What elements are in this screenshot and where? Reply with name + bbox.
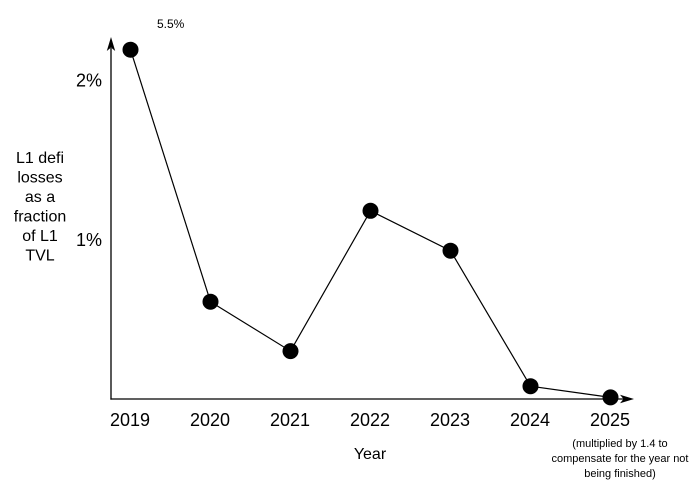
x-axis-title: Year xyxy=(354,446,387,463)
y-axis-title-line: TVL xyxy=(25,248,54,265)
data-point-2020 xyxy=(202,293,219,310)
x-axis-note-line: (multiplied by 1.4 to xyxy=(572,438,667,450)
x-axis-note-line: being finished) xyxy=(584,468,656,480)
x-axis-arrowhead-icon xyxy=(620,394,634,404)
y-axis-title: L1 defi losses as a fraction of L1 TVL xyxy=(14,150,66,265)
x-tick-label-2020: 2020 xyxy=(190,410,230,430)
y-tick-label-2pct: 2% xyxy=(76,71,102,91)
x-tick-label-2021: 2021 xyxy=(270,410,310,430)
point-annotation-2019: 5.5% xyxy=(157,17,185,31)
x-axis-note-line: compensate for the year not xyxy=(552,453,689,465)
y-axis-title-line: as a xyxy=(25,189,55,206)
data-point-2024 xyxy=(522,378,539,395)
y-axis-title-line: of L1 xyxy=(22,228,58,245)
x-tick-label-2022: 2022 xyxy=(350,410,390,430)
y-axis-title-line: fraction xyxy=(14,209,66,226)
series-line xyxy=(129,49,611,398)
data-point-2019 xyxy=(122,41,139,58)
x-tick-labels: 2019 2020 2021 2022 2023 2024 2025 xyxy=(110,410,630,430)
x-axis-note: (multiplied by 1.4 to compensate for the… xyxy=(552,438,689,480)
y-axis-arrowhead-icon xyxy=(106,37,116,51)
data-point-2023 xyxy=(442,242,459,259)
x-tick-label-2019: 2019 xyxy=(110,410,150,430)
y-axis-title-line: L1 defi xyxy=(16,150,64,167)
data-point-2022 xyxy=(362,202,379,219)
x-tick-label-2023: 2023 xyxy=(430,410,470,430)
x-tick-label-2024: 2024 xyxy=(510,410,550,430)
x-tick-label-2025: 2025 xyxy=(590,410,630,430)
axes xyxy=(106,37,634,404)
data-series xyxy=(122,41,619,406)
data-point-2021 xyxy=(282,343,299,360)
y-axis-title-line: losses xyxy=(17,170,62,187)
y-tick-label-1pct: 1% xyxy=(76,230,102,250)
data-point-2025 xyxy=(602,389,619,406)
